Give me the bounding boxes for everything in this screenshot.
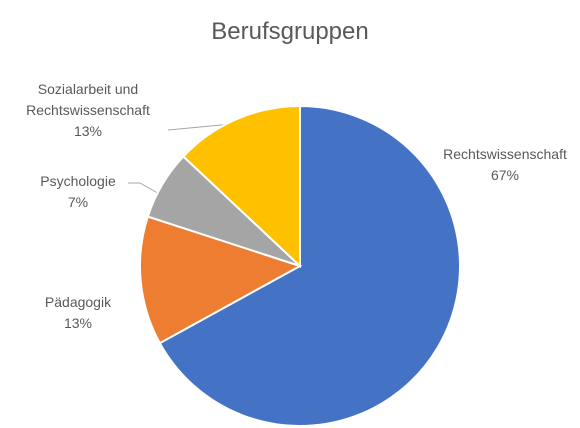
data-label: Sozialarbeit und Rechtswissenschaft 13% — [0, 79, 176, 142]
pie-slice — [158, 104, 461, 427]
leader-line — [128, 182, 164, 197]
value-label: 7% — [67, 194, 89, 210]
category-label: Psychologie — [40, 173, 116, 189]
data-label: Psychologie 7% — [18, 171, 138, 213]
value-label: 13% — [73, 123, 103, 139]
category-label: Sozialarbeit und Rechtswissenschaft — [26, 81, 150, 118]
value-label: 67% — [490, 167, 520, 183]
data-label: Rechtswissenschaft 67% — [430, 144, 580, 186]
value-label: 13% — [63, 315, 93, 331]
category-label: Pädagogik — [44, 294, 112, 310]
data-label: Pädagogik 13% — [8, 292, 148, 334]
category-label: Rechtswissenschaft — [443, 146, 567, 162]
pie-slice — [181, 104, 301, 269]
pie-slice — [139, 215, 303, 345]
chart-title: Berufsgruppen — [211, 18, 369, 45]
leader-line — [167, 123, 233, 131]
